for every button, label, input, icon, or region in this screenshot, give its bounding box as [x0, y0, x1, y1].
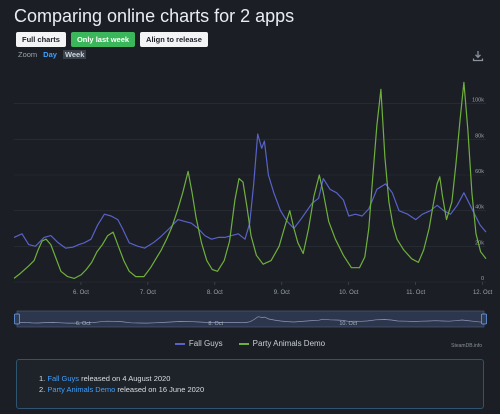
release-note: 1. Fall Guys released on 4 August 2020: [39, 373, 483, 384]
x-tick-label: 10. Oct: [339, 290, 359, 296]
x-tick-label: 8. Oct: [207, 290, 223, 296]
release-note-app-link[interactable]: Party Animals Demo: [47, 385, 116, 394]
y-tick-label: 80k: [475, 133, 484, 139]
y-tick-label: 0: [481, 276, 484, 282]
legend-label-fall-guys: Fall Guys: [188, 339, 223, 348]
release-notes: 1. Fall Guys released on 4 August 2020 2…: [16, 359, 484, 409]
navigator-tick-label: 10. Oct: [339, 321, 357, 327]
chart-credit: SteamDB.info: [451, 343, 482, 349]
x-axis-tick-labels: 6. Oct 7. Oct 8. Oct 9. Oct 10. Oct 11. Oct 12…: [73, 290, 493, 296]
y-tick-label: 100k: [472, 98, 484, 104]
series-line-party-animals: [13, 81, 487, 279]
only-last-week-button[interactable]: Only last week: [70, 32, 136, 47]
navigator-series-line: [16, 316, 485, 324]
x-tick-label: 6. Oct: [73, 290, 89, 296]
chart-legend: Fall Guys Party Animals Demo: [0, 339, 500, 348]
release-note: 2. Party Animals Demo released on 16 Jun…: [39, 384, 483, 395]
release-note-text: released on 16 June 2020: [117, 385, 205, 394]
navigator-left-handle[interactable]: [14, 313, 20, 325]
legend-item-fall-guys[interactable]: Fall Guys: [174, 339, 223, 348]
download-icon[interactable]: [472, 50, 484, 62]
legend-item-party-animals[interactable]: Party Animals Demo: [238, 339, 326, 348]
y-tick-label: 60k: [475, 169, 484, 175]
navigator-tick-label: 8. Oct: [208, 321, 223, 327]
navigator-right-handle[interactable]: [481, 313, 487, 325]
navigator-tick-label: 6. Oct: [76, 321, 91, 327]
y-tick-label: 40k: [475, 205, 484, 211]
page-title: Comparing online charts for 2 apps: [14, 6, 295, 26]
x-tick-label: 12. Oct: [473, 290, 493, 296]
y-axis-tick-labels: 0 20k 40k 60k 80k 100k: [472, 98, 484, 282]
x-tick-label: 11. Oct: [406, 290, 425, 296]
release-note-number: 1.: [39, 374, 46, 383]
y-tick-label: 20k: [475, 240, 484, 246]
full-charts-button[interactable]: Full charts: [16, 32, 66, 47]
zoom-label: Zoom: [18, 50, 38, 59]
chart-grid: [14, 103, 486, 285]
legend-swatch-party-animals: [238, 342, 249, 345]
release-note-number: 2.: [39, 385, 46, 394]
release-note-text: released on 4 August 2020: [81, 374, 171, 383]
legend-label-party-animals: Party Animals Demo: [252, 339, 326, 348]
range-navigator: 6. Oct 8. Oct 10. Oct: [14, 310, 487, 328]
legend-swatch-fall-guys: [174, 342, 185, 345]
chart-series: [13, 81, 487, 279]
series-line-fall-guys: [13, 133, 487, 249]
release-note-app-link[interactable]: Fall Guys: [47, 374, 80, 383]
zoom-week-button[interactable]: Week: [62, 50, 87, 59]
x-tick-label: 7. Oct: [140, 290, 156, 296]
align-to-release-button[interactable]: Align to release: [140, 32, 208, 47]
zoom-controls: Zoom Day Week: [18, 50, 87, 59]
x-tick-label: 9. Oct: [274, 290, 290, 296]
zoom-day-button[interactable]: Day: [43, 50, 57, 59]
chart-range-toolbar: Full charts Only last week Align to rele…: [16, 32, 208, 47]
